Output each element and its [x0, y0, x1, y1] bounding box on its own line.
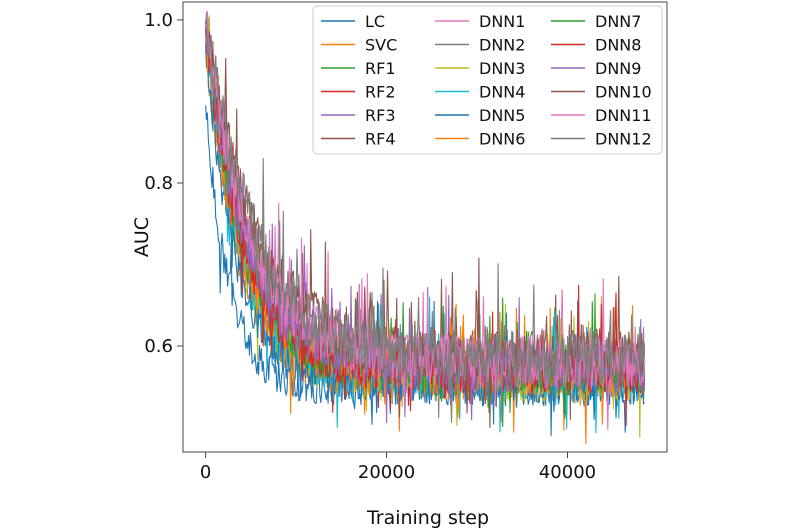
legend-label: LC: [365, 12, 385, 31]
series-lines: [205, 10, 645, 445]
legend-label: DNN1: [479, 12, 525, 31]
legend-label: DNN2: [479, 36, 525, 55]
legend-label: RF4: [365, 130, 396, 149]
legend-label: RF2: [365, 83, 396, 102]
plot-frame: [182, 1, 668, 453]
legend-label: RF1: [365, 59, 396, 78]
legend-label: DNN11: [595, 106, 652, 125]
x-tick-label: 20000: [358, 462, 415, 483]
x-tick-label: 40000: [539, 462, 596, 483]
legend-label: DNN9: [595, 59, 641, 78]
legend-label: DNN3: [479, 59, 525, 78]
x-tick-label: 0: [200, 462, 211, 483]
legend-label: DNN5: [479, 106, 525, 125]
legend-label: DNN4: [479, 83, 525, 102]
y-tick-label: 0.6: [144, 336, 173, 357]
x-axis-title: Training step: [366, 507, 489, 529]
y-tick-label: 1.0: [144, 10, 173, 31]
y-axis-title: AUC: [131, 217, 153, 257]
legend-label: SVC: [365, 36, 397, 55]
y-tick-label: 0.8: [144, 173, 173, 194]
series-line-dnn12: [205, 18, 645, 423]
legend-label: DNN6: [479, 130, 525, 149]
legend-label: DNN8: [595, 36, 641, 55]
legend-box: [312, 5, 663, 155]
legend-label: DNN7: [595, 12, 641, 31]
legend-label: RF3: [365, 106, 396, 125]
legend: LC SVC RF1 RF2 RF3 RF4 DNN1 DNN2 DNN3 DNN4 DNN5 DNN…: [312, 5, 663, 155]
series-line-dnn10: [205, 21, 645, 429]
legend-label: DNN12: [595, 130, 652, 149]
series-line-dnn11: [205, 10, 645, 431]
axis-ticks: 0 20000 40000 0.6 0.8 1.0: [144, 10, 596, 483]
legend-label: DNN10: [595, 83, 652, 102]
